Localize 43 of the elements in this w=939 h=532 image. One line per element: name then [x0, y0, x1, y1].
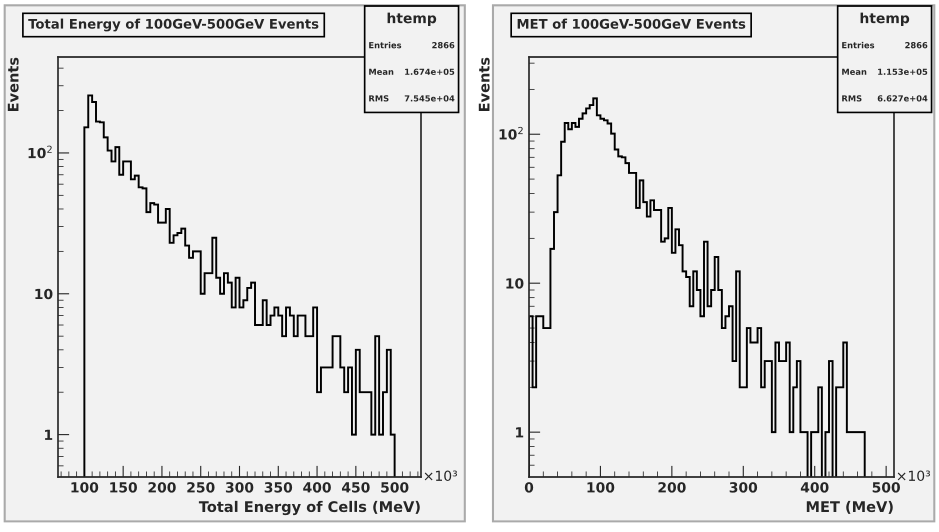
- x-tick-label: 300: [226, 482, 254, 493]
- annotation: Mean: [369, 68, 394, 75]
- text: Entries: [842, 42, 874, 48]
- annotation: 1.674e+05: [405, 68, 454, 75]
- chart-title: Total Energy of 100GeV-500GeV Events: [28, 18, 318, 32]
- annotation: RMS: [842, 95, 862, 102]
- y-tick-label: 10: [506, 278, 524, 289]
- annotation: Mean: [842, 68, 866, 75]
- text: 2866: [432, 42, 454, 48]
- x-axis-title: Total Energy of Cells (MeV): [198, 500, 420, 516]
- x-tick-label: 500: [872, 482, 900, 493]
- text: 2866: [905, 42, 928, 48]
- text: Entries: [369, 42, 402, 48]
- annotation: RMS: [369, 95, 389, 102]
- x-tick-label: 500: [381, 482, 408, 493]
- x-tick-label: 100: [71, 482, 98, 493]
- x-axis-title: MET (MeV): [806, 500, 893, 514]
- x-tick-label: 300: [730, 482, 758, 493]
- y-axis-title: Events: [8, 58, 19, 112]
- x-tick-label: 400: [303, 482, 331, 493]
- y-axis-title: Events: [478, 58, 490, 112]
- x-tick-label: 250: [187, 482, 215, 493]
- x-tick-label: 350: [264, 482, 292, 493]
- y-tick-label: 10: [35, 288, 52, 300]
- text: ×10³: [424, 470, 457, 482]
- annotation: 6.627e+04: [878, 95, 928, 102]
- chart-title: MET of 100GeV-500GeV Events: [518, 18, 746, 29]
- x-tick-label: 450: [342, 482, 370, 493]
- annotation: 1.153e+05: [878, 68, 928, 75]
- x-tick-label: 200: [658, 482, 686, 493]
- x-tick-label: 200: [148, 482, 176, 493]
- x-tick-label: 0: [524, 482, 534, 493]
- y-tick-label: 10$^{2}$: [28, 146, 52, 158]
- y-tick-label: 1: [516, 427, 524, 438]
- annotation: 7.545e+04: [404, 95, 454, 102]
- text: htemp: [860, 12, 910, 26]
- x-tick-label: 400: [800, 482, 829, 493]
- text: ×10³: [898, 470, 930, 482]
- y-tick-label: 10$^{2}$: [500, 126, 523, 140]
- y-tick-label: 1: [45, 430, 52, 440]
- text: htemp: [388, 12, 436, 26]
- x-tick-label: 100: [588, 482, 614, 493]
- x-tick-label: 150: [110, 482, 137, 493]
